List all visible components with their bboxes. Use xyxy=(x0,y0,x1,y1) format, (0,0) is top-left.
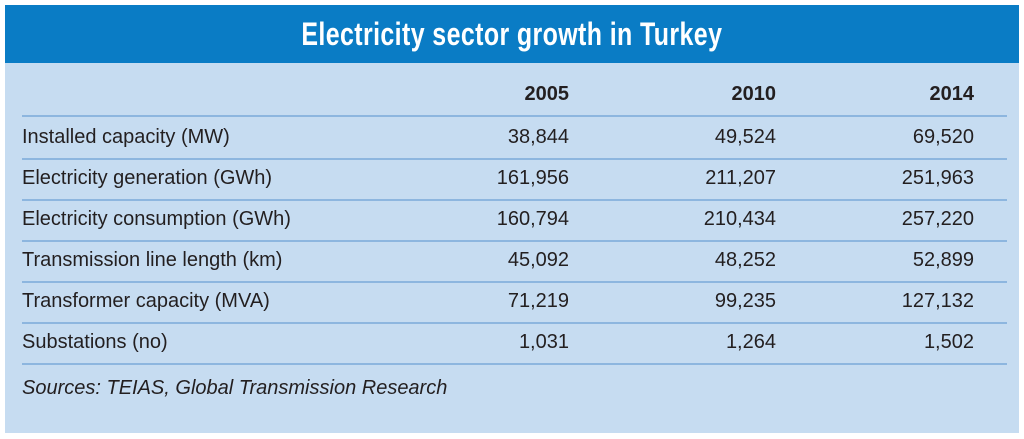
row-label: Electricity generation (GWh) xyxy=(22,167,273,189)
column-header: 2010 xyxy=(731,83,777,105)
table-cell: 257,220 xyxy=(901,208,974,230)
table-cell: 99,235 xyxy=(714,290,776,312)
row-label: Transformer capacity (MVA) xyxy=(22,290,270,312)
table-cell: 160,794 xyxy=(496,208,569,230)
table-cell: 71,219 xyxy=(507,290,569,312)
table-cell: 69,520 xyxy=(912,126,974,148)
table-cell: 161,956 xyxy=(496,167,569,189)
table-row: Substations (no) 1,031 1,264 1,502 xyxy=(22,322,1007,365)
row-label: Installed capacity (MW) xyxy=(22,126,230,148)
table-cell: 52,899 xyxy=(912,249,974,271)
table-cell: 49,524 xyxy=(714,126,776,148)
table-cell: 127,132 xyxy=(901,290,974,312)
row-label: Transmission line length (km) xyxy=(22,249,283,271)
title-bar: Electricity sector growth in Turkey xyxy=(5,5,1019,63)
table-cell: 38,844 xyxy=(507,126,569,148)
table-cell: 210,434 xyxy=(703,208,776,230)
column-header: 2005 xyxy=(524,83,570,105)
table-row: Transmission line length (km) 45,092 48,25… xyxy=(22,240,1007,283)
table-row: Installed capacity (MW) 38,844 49,524 69,52… xyxy=(22,117,1007,160)
table-row: Electricity consumption (GWh) 160,794 210,… xyxy=(22,199,1007,242)
table-cell: 1,264 xyxy=(725,331,776,353)
row-label: Electricity consumption (GWh) xyxy=(22,208,291,230)
table-row: Transformer capacity (MVA) 71,219 99,235 12… xyxy=(22,281,1007,324)
table-cell: 1,031 xyxy=(518,331,569,353)
table-cell: 48,252 xyxy=(714,249,776,271)
row-label: Substations (no) xyxy=(22,331,168,353)
table-row: Electricity generation (GWh) 161,956 211,2… xyxy=(22,158,1007,201)
source-note: Sources: TEIAS, Global Transmission Rese… xyxy=(22,377,448,399)
table-title: Electricity sector growth in Turkey xyxy=(301,15,723,52)
table-cell: 45,092 xyxy=(507,249,569,271)
header-row: 2005 2010 2014 xyxy=(22,74,1007,117)
table-panel: Electricity sector growth in Turkey 2005… xyxy=(5,5,1019,433)
table-cell: 1,502 xyxy=(923,331,974,353)
column-header: 2014 xyxy=(929,83,975,105)
table-cell: 251,963 xyxy=(901,167,974,189)
table-cell: 211,207 xyxy=(705,167,776,189)
